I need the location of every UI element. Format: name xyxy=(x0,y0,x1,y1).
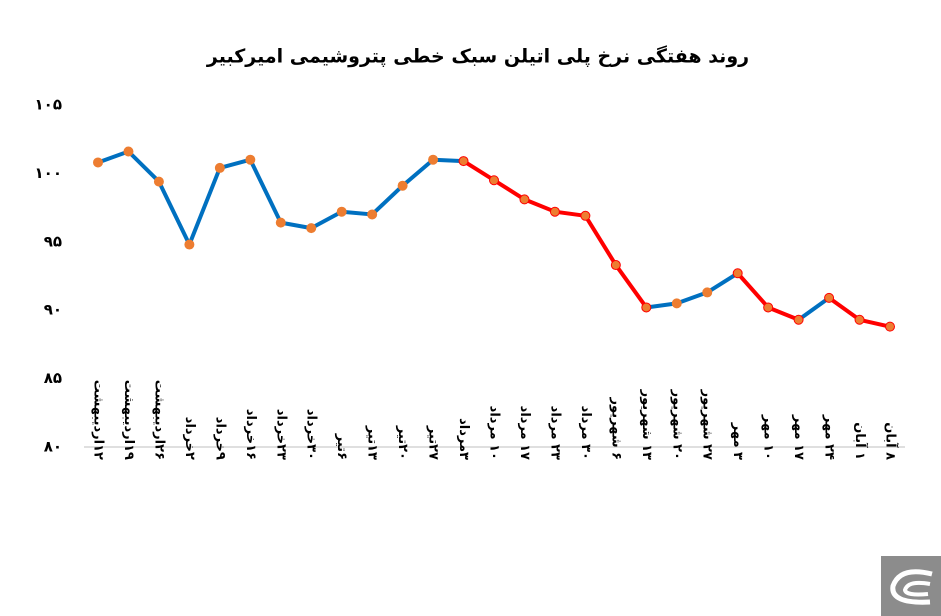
line-segment xyxy=(309,209,344,231)
point xyxy=(854,314,865,325)
logo xyxy=(881,556,941,616)
x-tick-label: ۱۲اردیبهشت xyxy=(91,380,106,460)
line-segment xyxy=(857,317,892,329)
x-tick-label: ۲خرداد xyxy=(182,417,197,460)
x-tick-label: ۳مرداد xyxy=(456,418,471,460)
point xyxy=(549,206,560,217)
x-tick-label: ۶تیر xyxy=(334,433,349,460)
point xyxy=(275,217,286,228)
line-segment xyxy=(827,295,862,322)
point xyxy=(702,287,713,298)
x-tick-label: ۲۷ شهریور xyxy=(700,389,715,460)
point xyxy=(336,206,347,217)
point xyxy=(824,292,835,303)
x-tick-label: ۱۰ مرداد xyxy=(487,406,502,460)
x-tick-label: ۱۷ مرداد xyxy=(517,406,532,460)
line-segment xyxy=(735,271,771,310)
point xyxy=(306,223,317,234)
point xyxy=(214,162,225,173)
point xyxy=(580,210,591,221)
y-tick-label: ۱۰۰ xyxy=(35,164,62,182)
line-segment xyxy=(400,157,436,188)
point xyxy=(671,298,682,309)
line-segment xyxy=(613,263,649,310)
line-segment xyxy=(674,290,710,306)
x-tick-label: ۳۰ مرداد xyxy=(578,406,593,460)
line-segment xyxy=(705,271,740,295)
point xyxy=(641,302,652,313)
line-segment xyxy=(248,157,283,225)
x-tick-label: ۲۳خرداد xyxy=(273,409,288,460)
x-tick-label: ۱۷ مهر xyxy=(791,414,806,460)
line-segment xyxy=(339,209,375,217)
point xyxy=(184,239,195,250)
line-segment xyxy=(644,301,679,310)
x-tick-label: ۲۰ شهریور xyxy=(669,389,684,460)
y-tick-label: ۸۵ xyxy=(44,369,62,387)
x-tick-label: ۲۷تیر xyxy=(426,425,441,460)
point xyxy=(763,302,774,313)
line-segment xyxy=(766,305,801,322)
y-tick-label: ۹۰ xyxy=(44,301,62,319)
line-segment xyxy=(796,295,832,322)
point xyxy=(793,314,804,325)
line-segment xyxy=(583,213,618,268)
x-tick-label: ۲۴ مهر xyxy=(822,414,837,460)
line-segment xyxy=(187,165,222,247)
x-tick-label: ۲۰تیر xyxy=(395,425,410,460)
line-segment xyxy=(431,157,466,164)
x-tick-label: ۶ شهریور xyxy=(608,397,623,460)
y-tick-label: ۸۰ xyxy=(44,438,62,456)
point xyxy=(245,154,256,165)
point xyxy=(93,157,103,168)
x-tick-label: ۱۳تیر xyxy=(365,425,380,460)
x-tick-label: ۹خرداد xyxy=(212,417,227,460)
point xyxy=(458,156,469,167)
point xyxy=(123,146,134,157)
x-tick-label: ۲۳ مرداد xyxy=(547,406,562,460)
line-segment xyxy=(522,197,557,214)
point xyxy=(885,321,895,332)
y-tick-label: ۱۰۵ xyxy=(35,96,62,114)
line-segment xyxy=(156,179,192,247)
x-tick-label: ۱۳ شهریور xyxy=(639,389,654,460)
point xyxy=(610,260,621,271)
y-tick-label: ۹۵ xyxy=(44,232,62,250)
x-tick-label: ۳۰خرداد xyxy=(304,409,319,460)
line-segment xyxy=(96,149,131,165)
x-tick-label: ۱ آبان xyxy=(852,422,869,460)
x-tick-label: ۳ مهر xyxy=(730,422,745,460)
line-segment xyxy=(370,183,405,217)
point xyxy=(428,154,439,165)
point xyxy=(367,209,378,220)
point xyxy=(397,180,408,191)
x-tick-label: ۸ آبان xyxy=(883,422,900,460)
x-tick-label: ۱۰ مهر xyxy=(761,414,776,460)
chart-title: روند هفتگی نرخ پلی اتیلن سبک خطی پتروشیم… xyxy=(206,45,749,68)
x-tick-label: ۲۶اردیبهشت xyxy=(151,380,166,460)
point xyxy=(732,268,743,279)
point xyxy=(153,176,164,187)
line-segment xyxy=(126,149,161,184)
point xyxy=(489,175,499,186)
point xyxy=(519,194,530,205)
line-segment xyxy=(492,178,527,202)
line-segment xyxy=(217,157,253,170)
x-tick-label: ۱۶خرداد xyxy=(243,409,258,460)
line-segment xyxy=(461,159,496,183)
line-segment xyxy=(552,209,588,218)
line-segment xyxy=(278,220,314,231)
x-tick-label: ۱۹اردیبهشت xyxy=(121,380,136,460)
